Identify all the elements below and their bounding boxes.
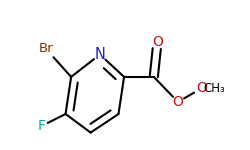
Text: N: N [94, 47, 105, 62]
Text: CH₃: CH₃ [203, 81, 225, 94]
Text: O: O [152, 34, 163, 49]
Text: F: F [38, 119, 46, 133]
Text: O: O [172, 95, 184, 109]
Text: Br: Br [39, 42, 53, 56]
Text: O: O [197, 81, 207, 95]
